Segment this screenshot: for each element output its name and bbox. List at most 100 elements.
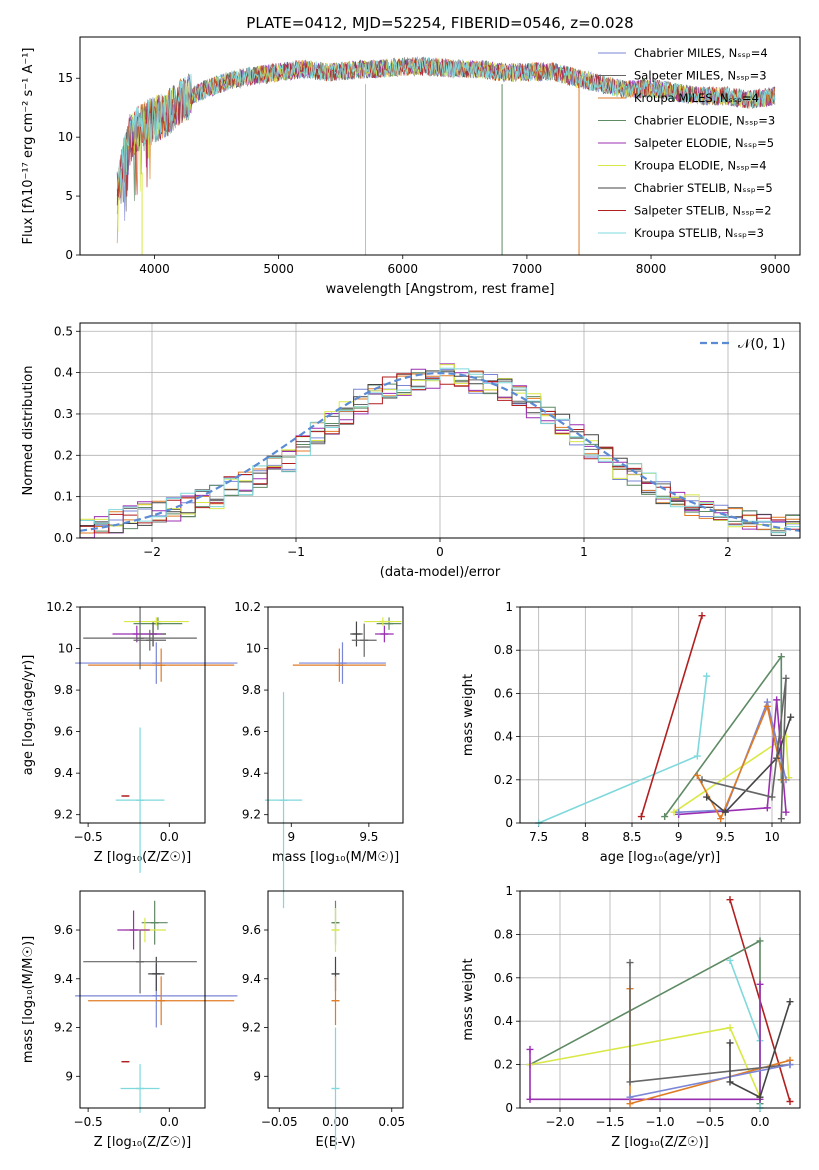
x-tick-label: 0.0 [160,1115,179,1129]
x-tick-label: −0.5 [695,1115,724,1129]
y-tick-label: 1 [505,884,513,898]
data-point [88,976,235,1026]
y-tick-label: 9.8 [242,683,261,697]
x-tick-label: 0.0 [750,1115,769,1129]
y-tick-label: 9 [65,1069,73,1083]
weight-marker [717,815,725,823]
age-vs-z-points [75,607,238,873]
spectrum-panel: 4000 5000 6000 7000 8000 9000 0 5 10 15 wavelength… [21,36,801,297]
weight-marker [698,612,706,620]
x-tick-label: 0 [436,545,444,559]
y-axis-label: mass weight [461,674,476,756]
weight-marker [726,896,734,904]
weight-marker [777,815,785,823]
x-tick-label: 2 [724,545,732,559]
x-axis-label: Z [log₁₀(Z/Z☉)] [94,850,191,865]
x-tick-label: −0.5 [74,830,103,844]
y-tick-label: 0.6 [494,971,513,985]
y-tick-label: 9.4 [242,972,261,986]
weight-marker [693,771,701,779]
weight-marker [721,808,729,816]
data-point [120,1064,160,1113]
weight-line [673,735,790,813]
y-tick-label: 15 [58,71,73,85]
plot-frame [267,606,404,824]
y-tick-label: 10.2 [46,600,73,614]
weight-marker [756,937,764,945]
y-tick-label: 9.2 [242,808,261,822]
weight-marker [626,959,634,967]
x-tick-label: 6000 [387,262,418,276]
y-tick-label: 10 [58,642,73,656]
data-point [88,648,235,682]
x-tick-label: −1.0 [645,1115,674,1129]
data-point [350,621,363,647]
weight-marker [786,998,794,1006]
weight-marker [637,813,645,821]
data-point [133,629,167,651]
x-axis-label: wavelength [Angstrom, rest frame] [326,282,555,297]
y-tick-label: 9.2 [54,1021,73,1035]
y-tick-label: 9.4 [54,766,73,780]
weight-marker [777,653,785,661]
plot-frame [519,890,801,1109]
weight-marker [703,793,711,801]
x-tick-label: 9000 [760,262,791,276]
weight-line [701,678,787,819]
weight-marker [787,713,795,721]
data-point [292,648,386,682]
legend-label: Chabrier STELIB, Nₛₛₚ=5 [634,181,773,195]
x-tick-label: 8.5 [622,830,641,844]
y-tick-label: 0.0 [54,531,73,545]
y-tick-label: 1 [505,600,513,614]
x-tick-label: 7.5 [529,830,548,844]
weight-marker [626,1100,634,1108]
x-tick-label: −2.0 [545,1115,574,1129]
y-tick-label: 10 [58,130,73,144]
data-point [376,617,402,630]
weight-line [729,1001,791,1099]
y-tick-label: 0.8 [494,927,513,941]
weight-marker [626,1093,634,1101]
y-tick-label: 0.5 [54,324,73,338]
x-tick-label: 9.5 [716,830,735,844]
y-tick-label: 9.2 [242,1021,261,1035]
y-tick-label: 9.2 [54,808,73,822]
weight-line [640,615,703,817]
y-tick-label: 0.2 [494,1058,513,1072]
legend-label: 𝒩(0, 1) [738,337,785,352]
data-point [115,727,165,873]
mass-vs-z-points [75,900,238,1113]
plot-frame [79,890,206,1109]
weight-marker [661,813,669,821]
y-axis-label: Flux [fλ10⁻¹⁷ erg cm⁻² s⁻¹ A⁻¹] [21,48,36,245]
weight-marker [726,1078,734,1086]
weight-marker [675,808,683,816]
weight-vs-z-series [526,896,794,1112]
plot-frame [519,606,801,824]
x-tick-label: 0.0 [160,830,179,844]
plot-frame [79,36,801,256]
weight-line [529,1026,761,1098]
data-point [375,625,394,643]
x-tick-label: −0.5 [74,1115,103,1129]
residual-legend: 𝒩(0, 1) [700,337,785,352]
data-point [133,617,183,630]
data-point [148,956,165,991]
x-tick-label: 8000 [636,262,667,276]
x-axis-label: Z [log₁₀(Z/Z☉)] [94,1135,191,1150]
weight-marker [756,980,764,988]
normal-curve [79,371,801,532]
histogram-series [80,370,800,534]
x-tick-label: 9 [287,830,295,844]
weight-line [706,716,792,814]
weight-marker [773,696,781,704]
data-point [299,642,386,684]
weight-marker [693,752,701,760]
weight-marker [703,672,711,680]
spectrum-legend: Chabrier MILES, Nₛₛₚ=4 Salpeter MILES, Nₛ… [598,46,775,240]
y-axis-label: Normed distribution [21,366,36,496]
y-tick-label: 9.4 [54,972,73,986]
